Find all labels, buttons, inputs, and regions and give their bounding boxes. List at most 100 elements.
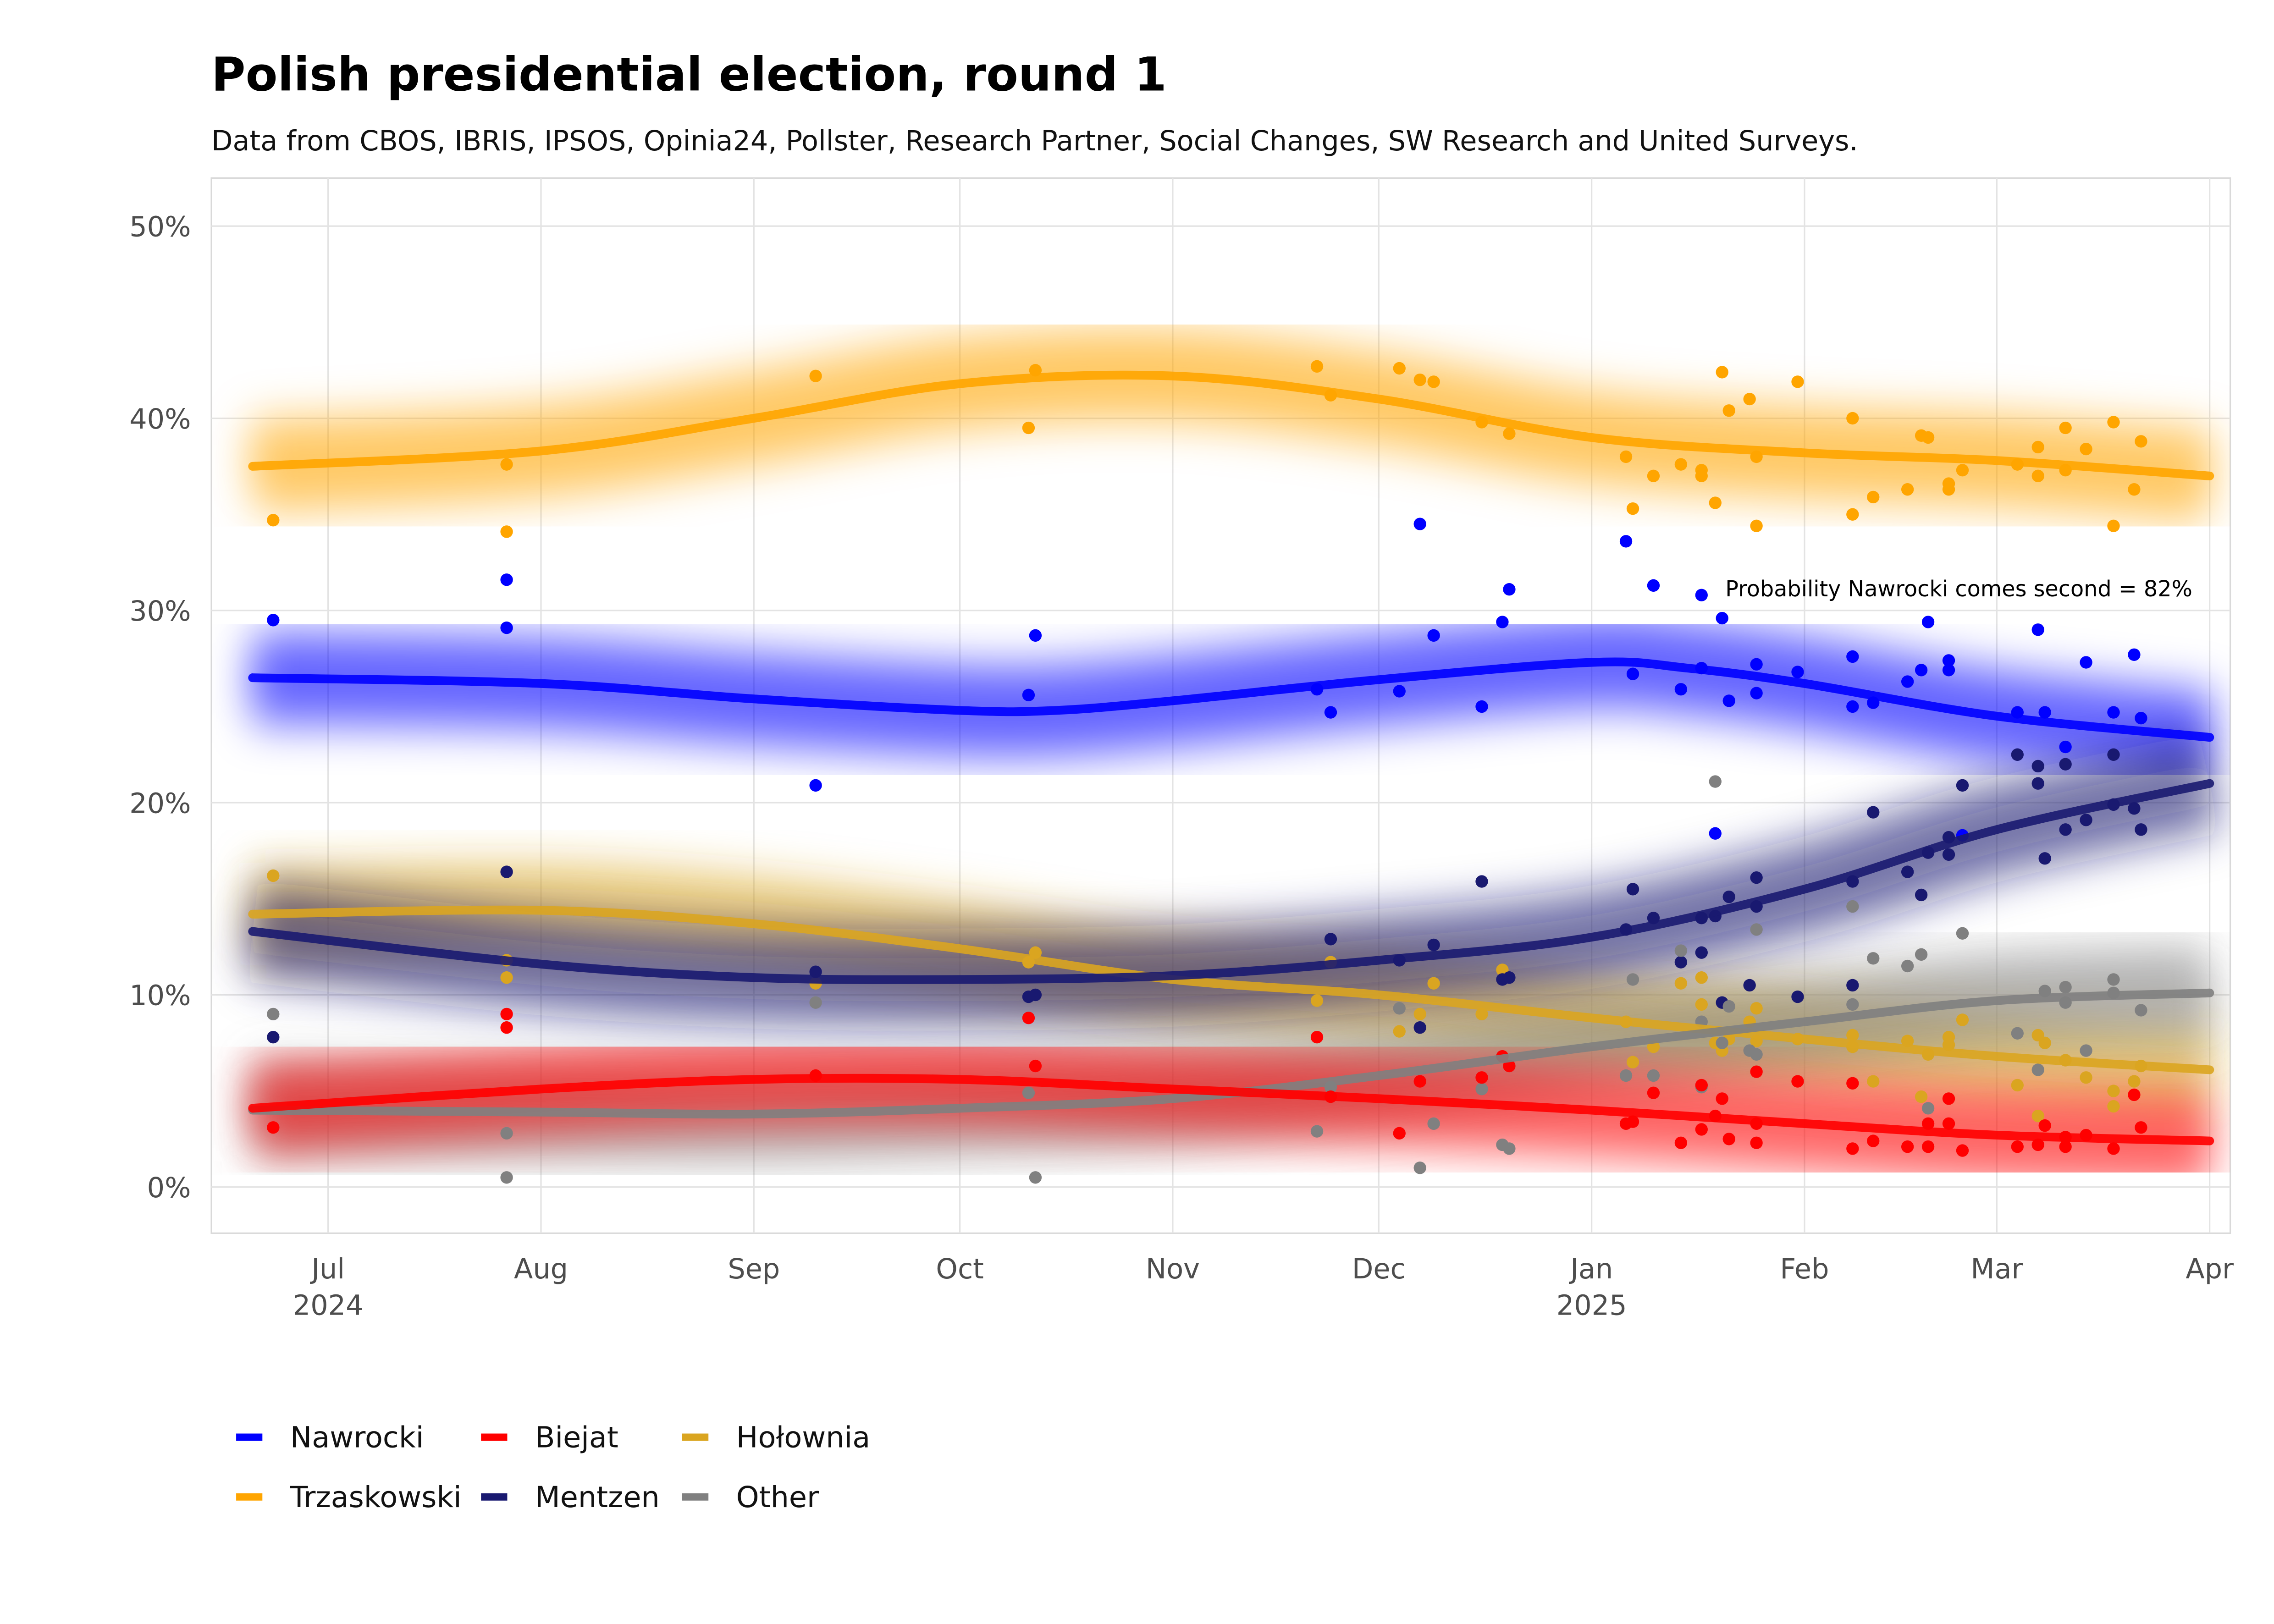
biejat-poll-point — [1942, 1117, 1955, 1130]
other-poll-point — [1413, 1162, 1426, 1174]
trzaskowski-poll-point — [2135, 435, 2147, 448]
nawrocki-poll-point — [1393, 685, 1406, 698]
other-poll-point — [1647, 1069, 1660, 1082]
biejat-poll-point — [1846, 1077, 1859, 1090]
other-poll-point — [1716, 1036, 1728, 1049]
biejat-poll-point — [1393, 1127, 1406, 1140]
biejat-poll-point — [1626, 1115, 1639, 1128]
nawrocki-poll-point — [1626, 667, 1639, 680]
nawrocki-poll-point — [1915, 664, 1928, 677]
other-poll-point — [500, 1171, 513, 1184]
other-poll-point — [2080, 1044, 2092, 1057]
nawrocki-poll-point — [1427, 629, 1440, 642]
biejat-poll-point — [1921, 1140, 1935, 1153]
nawrocki-poll-point — [1496, 616, 1509, 628]
nawrocki-poll-point — [2038, 706, 2051, 719]
biejat-poll-point — [2011, 1140, 2024, 1153]
y-tick-label: 30% — [129, 595, 191, 628]
trzaskowski-poll-point — [1626, 502, 1639, 515]
nawrocki-poll-point — [1022, 688, 1035, 702]
holownia-poll-point — [1310, 994, 1324, 1007]
mentzen-poll-point — [1503, 971, 1516, 984]
nawrocki-poll-point — [1413, 517, 1426, 530]
biejat-poll-point — [267, 1121, 280, 1134]
mentzen-poll-point — [1901, 865, 1914, 878]
trzaskowski-poll-point — [500, 458, 513, 471]
trzaskowski-poll-point — [1695, 464, 1708, 477]
other-poll-point — [1867, 952, 1880, 965]
biejat-poll-point — [1475, 1071, 1488, 1084]
biejat-poll-point — [1921, 1117, 1935, 1130]
biejat-poll-point — [1942, 1092, 1955, 1105]
nawrocki-poll-point — [2080, 656, 2092, 669]
mentzen-poll-point — [1942, 848, 1955, 861]
other-poll-point — [1915, 948, 1928, 961]
biejat-poll-point — [1750, 1065, 1763, 1078]
mentzen-poll-point — [2011, 748, 2024, 761]
holownia-poll-point — [1695, 998, 1708, 1011]
holownia-poll-point — [1393, 1025, 1406, 1038]
biejat-poll-point — [1029, 1059, 1042, 1073]
x-tick-label: Dec — [1352, 1253, 1406, 1285]
mentzen-poll-point — [1791, 990, 1804, 1003]
nawrocki-poll-point — [1619, 535, 1633, 548]
mentzen-poll-point — [1324, 933, 1337, 946]
mentzen-poll-point — [1427, 938, 1440, 952]
other-poll-point — [1709, 775, 1722, 788]
trzaskowski-poll-point — [1310, 360, 1324, 373]
nawrocki-poll-point — [1647, 579, 1660, 592]
holownia-poll-point — [1475, 1007, 1488, 1021]
mentzen-poll-point — [2135, 823, 2147, 836]
nawrocki-poll-point — [1324, 706, 1337, 719]
other-poll-point — [2059, 980, 2072, 994]
other-poll-point — [2135, 1004, 2147, 1017]
trzaskowski-poll-point — [1427, 375, 1440, 388]
biejat-poll-point — [1647, 1086, 1660, 1099]
axis-tick-labels: 0% 10% 20% 30% 40% 50% Jul 2024 Aug Sep Oct Nov Dec J… — [129, 211, 2234, 1322]
trzaskowski-poll-point — [2107, 519, 2120, 533]
mentzen-poll-point — [2059, 758, 2072, 771]
biejat-poll-point — [2135, 1121, 2147, 1134]
chart-title: Polish presidential election, round 1 — [211, 48, 1167, 102]
nawrocki-poll-point — [1846, 700, 1859, 713]
trzaskowski-poll-point — [1413, 374, 1426, 386]
mentzen-trend-line — [248, 779, 2214, 984]
nawrocki-poll-point — [1029, 629, 1042, 642]
mentzen-poll-point — [1846, 979, 1859, 992]
trzaskowski-poll-point — [2080, 442, 2092, 456]
x-tick-label: Sep — [728, 1253, 780, 1285]
biejat-poll-point — [1674, 1136, 1688, 1149]
biejat-poll-point — [2128, 1088, 2141, 1101]
biejat-poll-point — [1956, 1144, 1969, 1157]
legend-label-trzaskowski: Trzaskowski — [290, 1480, 462, 1514]
nawrocki-poll-point — [1942, 654, 1955, 667]
other-poll-point — [2107, 973, 2120, 986]
mentzen-poll-point — [2128, 802, 2141, 815]
other-poll-point — [1393, 1002, 1406, 1015]
holownia-poll-point — [2128, 1075, 2141, 1088]
x-tick-label: Apr — [2186, 1253, 2234, 1285]
biejat-poll-point — [1867, 1134, 1880, 1147]
biejat-poll-point — [1413, 1075, 1426, 1088]
nawrocki-poll-point — [1709, 827, 1722, 840]
mentzen-poll-point — [267, 1031, 280, 1044]
x-tick-year-label: 2024 — [293, 1289, 364, 1321]
other-poll-point — [1956, 927, 1969, 940]
mentzen-poll-point — [2080, 814, 2092, 826]
trzaskowski-poll-point — [1867, 490, 1880, 504]
nawrocki-poll-point — [1716, 611, 1728, 625]
trend-lines — [248, 370, 2214, 1145]
holownia-poll-point — [2038, 1036, 2051, 1049]
holownia-poll-point — [1695, 971, 1708, 984]
mentzen-poll-point — [1626, 883, 1639, 896]
biejat-poll-point — [1716, 1092, 1728, 1105]
x-tick-year-label: 2025 — [1556, 1289, 1627, 1321]
mentzen-poll-point — [1695, 946, 1708, 959]
nawrocki-poll-point — [1921, 616, 1935, 628]
trzaskowski-poll-point — [1709, 496, 1722, 509]
biejat-poll-point — [500, 1007, 513, 1021]
biejat-poll-point — [500, 1021, 513, 1034]
biejat-trend-line — [248, 1073, 2214, 1145]
trzaskowski-poll-point — [500, 525, 513, 538]
biejat-poll-point — [2031, 1138, 2044, 1151]
